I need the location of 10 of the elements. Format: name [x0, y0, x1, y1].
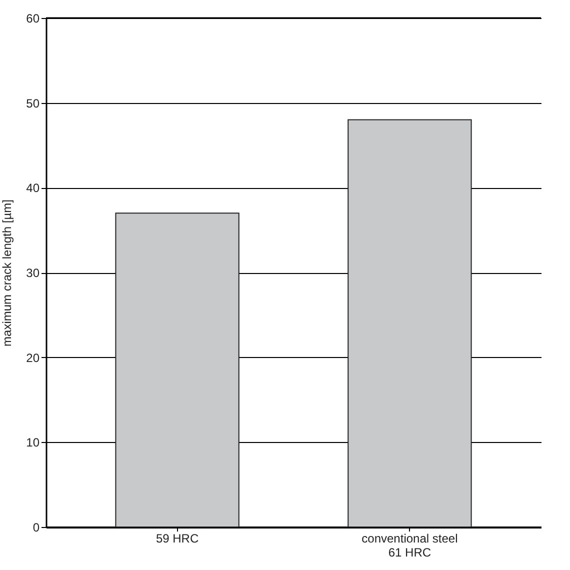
- y-tick-label: 0: [32, 520, 40, 534]
- y-tick-label: 60: [26, 12, 40, 26]
- y-tick-label: 50: [26, 96, 40, 110]
- y-axis-title: maximum crack length [µm]: [0, 200, 14, 346]
- y-tick-label: 20: [26, 350, 40, 365]
- y-tick-label: 40: [26, 181, 40, 196]
- y-tick-label: 30: [26, 266, 40, 280]
- y-tick-label: 10: [26, 436, 40, 450]
- x-tick-label: conventional steel 61 HRC: [362, 532, 458, 560]
- x-tick-label: 59 HRC: [156, 532, 199, 546]
